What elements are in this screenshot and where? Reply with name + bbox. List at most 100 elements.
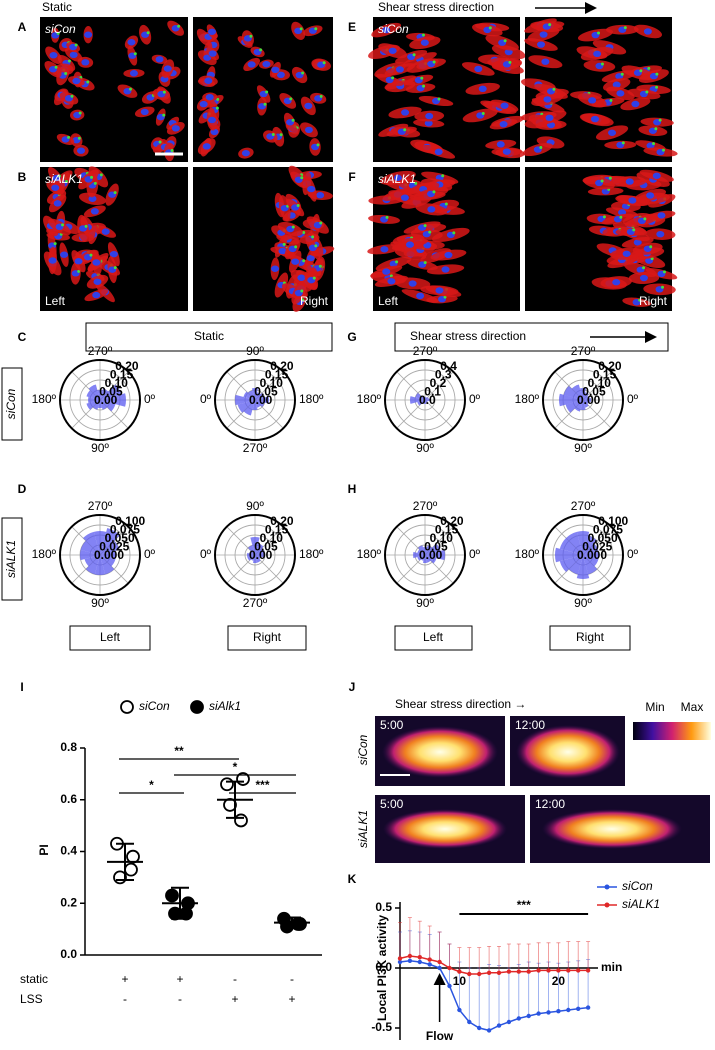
ring <box>214 359 296 441</box>
r-tick-label: 0.10 <box>588 376 612 390</box>
y-axis-label: Local PI3K activity <box>375 915 389 1021</box>
nucleus <box>49 52 58 59</box>
row-box <box>1 367 23 441</box>
golgi <box>421 33 425 37</box>
angle-label: 180º <box>357 392 382 406</box>
signal <box>383 809 507 849</box>
annotation: Flow <box>426 1029 454 1043</box>
petal <box>255 555 261 563</box>
golgi <box>300 289 304 293</box>
petal <box>425 555 431 563</box>
petal <box>80 540 100 555</box>
image-label: Left <box>45 294 66 308</box>
y-tick-label: 0.0 <box>375 960 392 974</box>
r-tick-label: 0.10 <box>260 531 284 545</box>
nucleus <box>541 58 550 65</box>
image-label: siCon <box>378 22 409 36</box>
golgi <box>318 264 322 268</box>
nucleus <box>276 71 285 79</box>
nucleus <box>395 66 404 73</box>
golgi <box>271 132 275 136</box>
data-point <box>417 959 422 965</box>
golgi <box>652 142 656 146</box>
legend-marker <box>120 700 134 714</box>
petal <box>86 390 100 400</box>
nucleus <box>77 147 86 154</box>
panel-letter: E <box>348 20 356 34</box>
significance-label: *** <box>517 898 531 912</box>
condition-label: LSS <box>20 992 43 1006</box>
r-tick-label: 0.15 <box>265 368 289 382</box>
r-tick-label: 0.025 <box>99 540 129 554</box>
data-point <box>447 983 452 989</box>
nucleus <box>88 195 97 202</box>
timestamp: 12:00 <box>515 718 545 732</box>
nucleus <box>140 108 149 116</box>
significance-label: *** <box>255 778 269 792</box>
nucleus <box>478 85 487 93</box>
golgi <box>74 43 78 47</box>
data-point <box>486 1028 492 1033</box>
condition-mark: - <box>123 992 127 1006</box>
r-tick-label: 0.025 <box>582 540 612 554</box>
golgi <box>443 295 447 299</box>
petal <box>580 400 586 411</box>
nucleus <box>155 56 164 63</box>
nucleus <box>304 102 313 110</box>
angle-label: 180º <box>515 547 540 561</box>
golgi <box>215 106 219 110</box>
nucleus <box>247 61 256 68</box>
petal <box>251 388 259 400</box>
nucleus <box>205 93 214 101</box>
petal <box>84 555 100 567</box>
petal <box>566 531 583 555</box>
data-point <box>585 968 591 973</box>
golgi <box>481 111 485 115</box>
r-tick-label: 0.00 <box>249 548 273 562</box>
colorbar <box>633 722 711 740</box>
golgi <box>77 269 81 273</box>
ring <box>234 534 276 576</box>
golgi <box>638 298 642 302</box>
petal <box>422 396 425 400</box>
nucleus <box>474 65 483 73</box>
golgi <box>658 118 662 122</box>
golgi <box>423 224 427 228</box>
petal <box>100 550 116 560</box>
column-label: Left <box>423 630 444 644</box>
golgi <box>420 76 424 80</box>
petal <box>555 547 583 563</box>
data-point <box>447 965 452 971</box>
condition-mark: + <box>121 972 128 986</box>
golgi <box>539 146 543 150</box>
golgi <box>249 34 253 38</box>
golgi <box>99 173 103 177</box>
golgi <box>662 148 666 152</box>
r-tick-label: 0.2 <box>430 376 447 390</box>
nucleus <box>625 178 634 185</box>
ring <box>552 369 614 431</box>
ring <box>394 369 456 431</box>
golgi <box>302 230 306 234</box>
golgi <box>643 217 647 221</box>
j-row-label: siCon <box>356 734 370 765</box>
ring <box>59 359 141 441</box>
r-tick-label: 0.05 <box>424 540 448 554</box>
panel-letter: H <box>348 482 357 496</box>
golgi <box>642 266 646 270</box>
petal <box>583 555 598 575</box>
ring <box>224 524 286 586</box>
golgi <box>312 276 316 280</box>
petal <box>100 400 108 410</box>
nucleus <box>401 109 410 116</box>
petal <box>425 543 441 555</box>
petal <box>425 400 428 403</box>
petal <box>252 400 258 411</box>
data-point <box>526 969 531 974</box>
petal <box>100 393 127 407</box>
angle-label: 270º <box>571 499 596 513</box>
column-box <box>69 625 151 651</box>
petal <box>417 545 425 555</box>
nucleus <box>204 77 213 84</box>
nucleus <box>393 174 402 182</box>
